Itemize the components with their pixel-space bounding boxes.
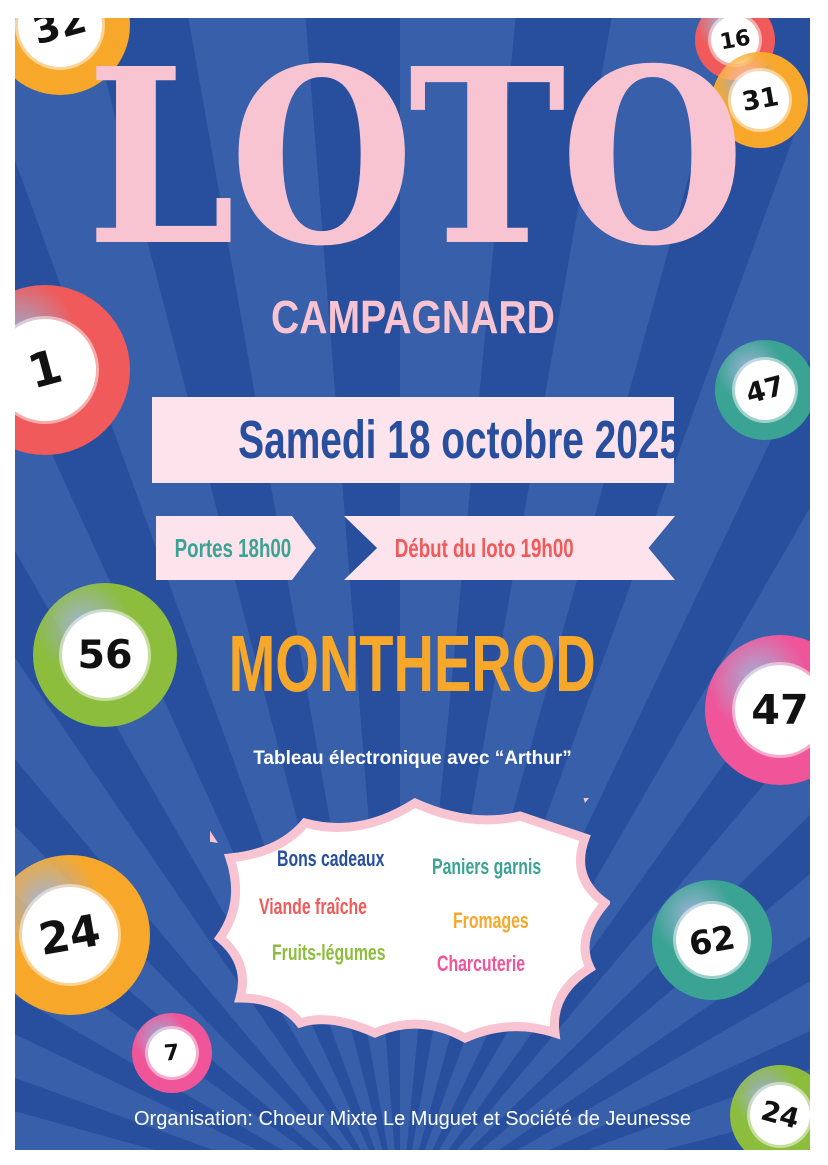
- ball-number: 24: [35, 904, 105, 966]
- ball-number: 62: [685, 916, 739, 964]
- ball-number: 1: [22, 339, 68, 401]
- title: LOTO: [86, 18, 744, 300]
- ray: [15, 657, 354, 1150]
- ray: [15, 1034, 258, 1150]
- prize-item: Paniers garnis: [432, 854, 542, 879]
- ball-number: 56: [77, 631, 133, 678]
- subtitle: CAMPAGNARD: [270, 291, 555, 343]
- town-name: MONTHEROD: [228, 619, 597, 708]
- ball-center: 62: [676, 904, 748, 976]
- ray: [457, 729, 810, 1150]
- prize-item: Fruits-légumes: [272, 940, 386, 965]
- ball-center: 47: [735, 665, 810, 755]
- prize-burst: [210, 798, 610, 1044]
- bingo-ball: 47: [715, 340, 810, 440]
- doors-ribbon: Portes 18h00: [156, 516, 316, 580]
- ball-center: 47: [735, 360, 795, 420]
- bingo-ball: 24: [15, 855, 150, 1015]
- bingo-ball: 24: [730, 1065, 810, 1150]
- prize-item: Viande fraîche: [259, 894, 367, 919]
- bingo-ball: 62: [652, 880, 772, 1000]
- ball-center: 1: [15, 319, 96, 421]
- prize-item: Fromages: [453, 908, 529, 933]
- start-ribbon: Début du loto 19h00: [344, 516, 675, 580]
- poster: 32 16 31 1 47 56 47 24 62 7 24 LOTO CAMPAGNARD Sam…: [15, 18, 810, 1150]
- prize-item: Bons cadeaux: [277, 846, 385, 871]
- ball-center: 24: [22, 887, 118, 983]
- bingo-ball: 7: [132, 1013, 212, 1093]
- bingo-ball: 56: [33, 583, 177, 727]
- bingo-ball: 31: [712, 52, 808, 148]
- date-banner: Samedi 18 octobre 2025: [152, 397, 681, 483]
- ball-number: 7: [163, 1039, 181, 1067]
- ray: [517, 981, 810, 1150]
- ball-center: 31: [731, 71, 789, 129]
- ball-center: 24: [750, 1085, 810, 1145]
- ray: [424, 91, 810, 1150]
- ball-number: 47: [742, 369, 788, 411]
- ball-number: 47: [751, 686, 809, 734]
- ray: [586, 1068, 810, 1150]
- bingo-ball: 47: [705, 635, 810, 785]
- ball-center: 7: [148, 1029, 196, 1077]
- ray: [15, 1111, 155, 1150]
- organisation-credit: Organisation: Choeur Mixte Le Muguet et …: [134, 1108, 691, 1130]
- ball-center: 56: [61, 611, 149, 699]
- prize-item: Charcuterie: [437, 951, 526, 976]
- board-info: Tableau électronique avec “Arthur”: [253, 748, 572, 769]
